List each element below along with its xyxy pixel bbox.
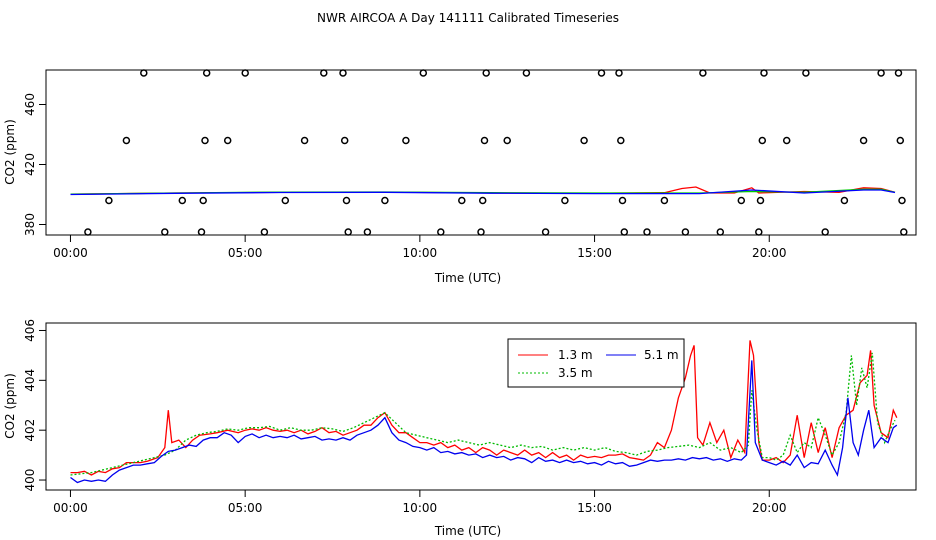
calibration-point — [580, 136, 588, 145]
y-tick-label: 380 — [23, 213, 37, 236]
calibration-point — [643, 228, 651, 236]
calibration-point — [344, 228, 352, 236]
calibration-point — [320, 69, 328, 77]
series-line-3-5-m — [70, 352, 896, 476]
calibration-point — [615, 69, 623, 77]
calibration-point — [681, 228, 690, 236]
calibration-point — [223, 136, 232, 145]
series-line-2 — [70, 189, 896, 196]
x-axis-label-bottom: Time (UTC) — [434, 524, 501, 538]
calibration-point — [281, 196, 290, 205]
y-tick-label: 406 — [23, 319, 37, 342]
calibration-point — [482, 69, 490, 77]
x-tick-label: 05:00 — [228, 501, 263, 515]
x-tick-label: 20:00 — [752, 501, 787, 515]
calibration-point — [760, 69, 768, 77]
legend-label-3-5m: 3.5 m — [558, 366, 593, 380]
calibration-point — [896, 136, 905, 145]
x-tick-label: 10:00 — [403, 501, 438, 515]
calibration-point — [178, 196, 187, 205]
legend-label-1-3m: 1.3 m — [558, 348, 593, 362]
calibration-point — [300, 136, 309, 145]
x-tick-label: 20:00 — [752, 246, 787, 260]
plot-frame-top — [45, 69, 917, 236]
x-tick-label: 10:00 — [403, 246, 438, 260]
y-tick-label: 400 — [23, 469, 37, 492]
calibration-point — [737, 196, 746, 205]
calibration-point — [419, 69, 428, 77]
calibration-point — [597, 69, 606, 77]
calibration-point — [756, 196, 765, 205]
calibration-point — [339, 69, 347, 77]
figure-title: NWR AIRCOA A Day 141111 Calibrated Times… — [317, 11, 619, 25]
calibration-point — [381, 196, 389, 205]
calibration-point — [561, 196, 569, 205]
calibration-point — [859, 136, 868, 145]
calibration-point — [105, 196, 113, 205]
plot-frame-bottom — [45, 322, 917, 491]
calibration-point — [199, 196, 207, 205]
calibration-point — [900, 228, 908, 236]
calibration-point — [541, 228, 550, 236]
y-axis-label-bottom: CO2 (ppm) — [3, 373, 17, 439]
calibration-point — [437, 228, 445, 236]
calibration-point — [477, 228, 485, 236]
x-tick-label: 00:00 — [53, 501, 88, 515]
legend-label-5-1m: 5.1 m — [644, 348, 679, 362]
legend-box — [507, 338, 685, 388]
x-axis-label-top: Time (UTC) — [434, 271, 501, 285]
calibration-point — [620, 228, 629, 236]
x-tick-label: 15:00 — [577, 246, 612, 260]
calibration-point — [140, 69, 148, 77]
calibration-point — [342, 196, 351, 205]
calibration-point — [782, 136, 791, 145]
calibration-point — [458, 196, 466, 205]
calibration-point — [802, 69, 810, 77]
calibration-point — [755, 228, 763, 236]
y-tick-label: 420 — [23, 153, 37, 176]
series-line-5-1-m — [70, 360, 898, 484]
calibration-point — [617, 136, 625, 145]
calibration-point — [478, 196, 487, 205]
calibration-point — [821, 228, 829, 236]
timeseries-panel: 00:00 05:00 10:00 15:00 20:00 400 402 404 406 Ti… — [3, 319, 917, 538]
calibration-point — [202, 69, 211, 77]
calibration-panel: 00:00 05:00 10:00 15:00 20:00 380 420 460 Time … — [3, 69, 917, 285]
calibration-point — [877, 69, 885, 77]
y-tick-label: 460 — [23, 93, 37, 116]
calibration-point — [840, 196, 849, 205]
calibration-point — [503, 136, 511, 145]
calibration-point — [363, 228, 372, 236]
calibration-point — [122, 136, 131, 145]
calibration-point — [618, 196, 627, 205]
calibration-point — [522, 69, 531, 77]
calibration-point — [201, 136, 209, 145]
calibration-point — [758, 136, 767, 145]
x-tick-label: 15:00 — [577, 501, 612, 515]
y-tick-label: 402 — [23, 419, 37, 442]
calibration-point — [84, 228, 92, 236]
calibration-point — [197, 228, 206, 236]
series-line-1-3-m — [70, 340, 898, 476]
calibration-point — [894, 69, 903, 77]
calibration-point — [898, 196, 906, 205]
calibration-point — [260, 228, 269, 236]
calibration-point — [241, 69, 249, 77]
y-tick-label: 404 — [23, 369, 37, 392]
y-axis-label-top: CO2 (ppm) — [3, 119, 17, 185]
calibration-point — [161, 228, 169, 236]
calibration-point — [716, 228, 725, 236]
x-tick-label: 05:00 — [228, 246, 263, 260]
calibration-point — [340, 136, 349, 145]
calibration-point — [402, 136, 410, 145]
calibration-point — [660, 196, 669, 205]
x-tick-label: 00:00 — [53, 246, 88, 260]
calibration-point — [699, 69, 707, 77]
calibration-point — [480, 136, 489, 145]
legend: 1.3 m 3.5 m 5.1 m — [507, 338, 685, 388]
